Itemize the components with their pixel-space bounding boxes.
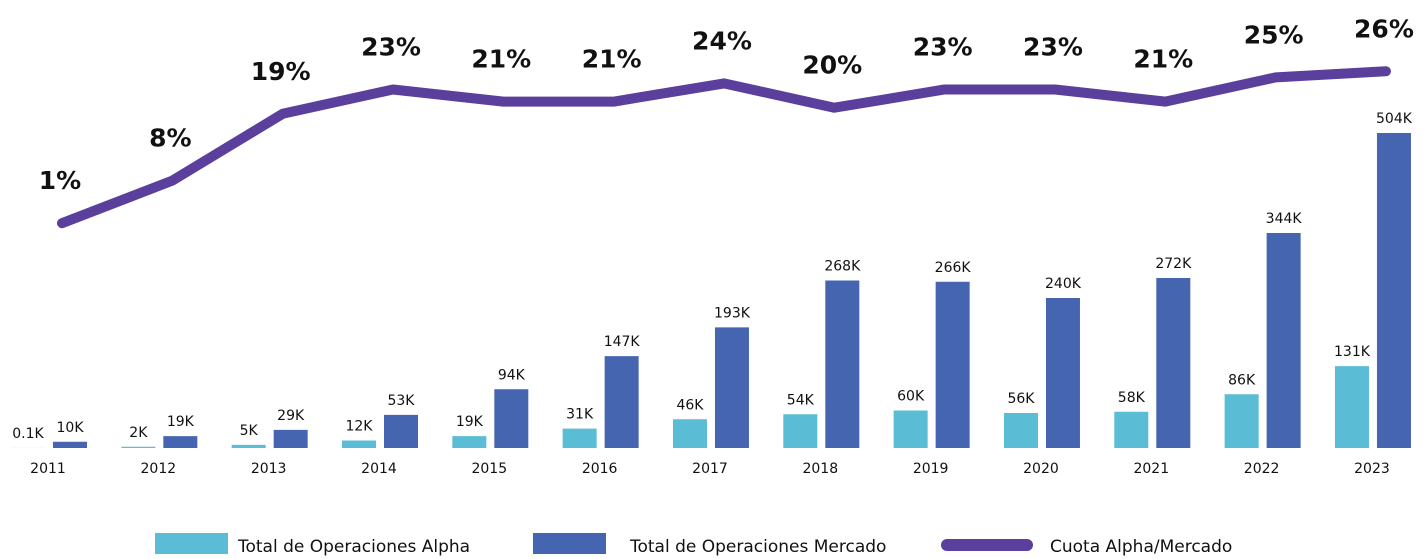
- legend-label: Total de Operaciones Mercado: [629, 537, 886, 557]
- line: [57, 66, 1391, 229]
- data-label: 8%: [149, 124, 191, 153]
- bar: [604, 356, 639, 448]
- x-tick-label: 2011: [30, 461, 66, 477]
- bar: [1156, 278, 1191, 448]
- bar: [893, 410, 928, 448]
- legend-swatch: [533, 533, 606, 554]
- x-tick-label: 2017: [692, 461, 728, 477]
- data-label: 21%: [582, 45, 642, 74]
- data-label: 10K: [57, 420, 85, 436]
- data-label: 23%: [361, 32, 421, 61]
- data-label: 54K: [787, 392, 815, 408]
- bar: [273, 429, 308, 448]
- x-tick-label: 2014: [361, 461, 397, 477]
- data-label: 94K: [498, 367, 526, 383]
- bar: [825, 280, 860, 448]
- data-label: 344K: [1266, 211, 1303, 227]
- data-label: 58K: [1118, 390, 1146, 406]
- x-tick-label: 2013: [251, 461, 287, 477]
- data-label: 46K: [676, 397, 704, 413]
- bar: [452, 436, 487, 448]
- x-tick-label: 2020: [1023, 461, 1059, 477]
- bar: [935, 281, 970, 448]
- bar: [1376, 133, 1411, 448]
- data-label: 21%: [1133, 45, 1193, 74]
- data-label: 19%: [251, 57, 311, 86]
- bar: [1334, 366, 1369, 448]
- bar: [341, 440, 376, 448]
- bar: [714, 327, 749, 448]
- data-label: 23%: [1023, 32, 1083, 61]
- data-label: 19K: [456, 414, 484, 430]
- data-label: 272K: [1155, 256, 1192, 272]
- data-label: 131K: [1334, 344, 1371, 360]
- x-tick-label: 2019: [913, 461, 949, 477]
- data-label: 2K: [129, 425, 148, 441]
- data-label: 86K: [1228, 372, 1256, 388]
- bar: [1045, 298, 1080, 448]
- data-label: 504K: [1376, 111, 1413, 127]
- bar: [163, 436, 198, 448]
- x-tick-label: 2016: [582, 461, 618, 477]
- bar: [494, 389, 529, 448]
- data-label: 19K: [167, 414, 195, 430]
- data-label: 53K: [387, 393, 415, 409]
- data-label: 31K: [566, 407, 594, 423]
- bar: [783, 414, 818, 448]
- x-tick-label: 2022: [1244, 461, 1280, 477]
- x-tick-label: 2012: [141, 461, 177, 477]
- data-label: 29K: [277, 408, 305, 424]
- legend-label: Cuota Alpha/Mercado: [1050, 537, 1232, 557]
- bar: [672, 419, 707, 448]
- data-label: 0.1K: [12, 426, 44, 442]
- bar: [53, 441, 87, 448]
- data-label: 26%: [1354, 14, 1414, 43]
- data-label: 60K: [897, 389, 925, 405]
- data-label: 266K: [935, 260, 972, 276]
- bar: [1114, 411, 1149, 448]
- data-label: 5K: [240, 423, 259, 439]
- legend-swatch: [155, 533, 228, 554]
- data-label: 147K: [604, 334, 641, 350]
- bar: [121, 446, 156, 448]
- data-label: 193K: [714, 305, 751, 321]
- data-label: 21%: [471, 45, 531, 74]
- legend-label: Total de Operaciones Alpha: [237, 537, 470, 557]
- x-tick-label: 2015: [471, 461, 507, 477]
- data-label: 56K: [1007, 391, 1035, 407]
- bar: [1003, 413, 1038, 448]
- data-label: 20%: [802, 51, 862, 80]
- bar: [1224, 394, 1259, 448]
- x-tick-label: 2023: [1354, 461, 1390, 477]
- data-label: 23%: [913, 32, 973, 61]
- bar: [562, 428, 597, 448]
- x-tick-label: 2021: [1133, 461, 1169, 477]
- data-label: 268K: [824, 259, 861, 275]
- data-label: 1%: [39, 166, 81, 195]
- data-label: 25%: [1244, 20, 1304, 49]
- bar: [1266, 233, 1301, 448]
- data-label: 24%: [692, 26, 752, 55]
- data-label: 240K: [1045, 276, 1082, 292]
- data-label: 12K: [345, 419, 373, 435]
- bar: [231, 444, 266, 448]
- x-tick-label: 2018: [802, 461, 838, 477]
- bar: [383, 414, 418, 448]
